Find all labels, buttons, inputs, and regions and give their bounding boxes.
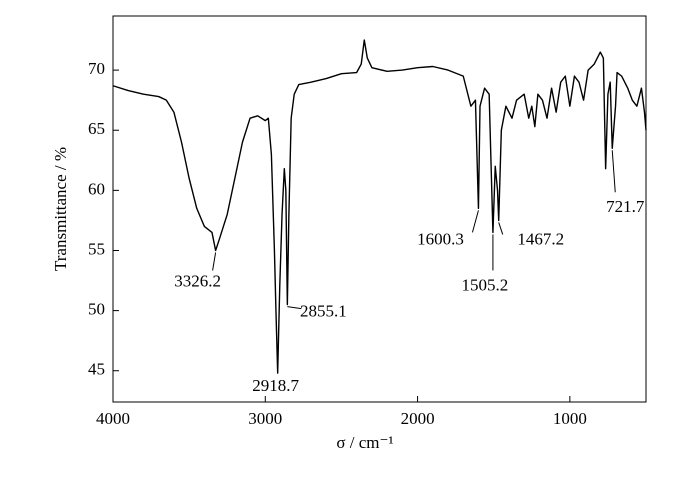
annotation-label: 1600.3: [417, 229, 464, 248]
annotation-leader: [287, 306, 302, 310]
annotation-label: 1505.2: [462, 275, 509, 294]
annotation-label: 3326.2: [174, 271, 221, 290]
y-tick-label: 65: [88, 119, 105, 138]
x-tick-label: 1000: [553, 409, 587, 428]
x-axis-label: σ / cm⁻¹: [336, 433, 393, 452]
annotation-leader: [471, 210, 479, 233]
annotation-leader: [212, 252, 217, 271]
y-tick-label: 70: [88, 59, 105, 78]
plot-frame: [112, 15, 647, 403]
annotation-label: 2855.1: [300, 302, 347, 321]
spectrum-line: [112, 39, 647, 374]
x-tick-label: 3000: [248, 409, 282, 428]
y-axis-label: Transmittance / %: [51, 147, 70, 271]
annotation-label: 721.7: [606, 197, 645, 216]
x-tick-label: 4000: [96, 409, 130, 428]
y-tick-label: 60: [88, 179, 105, 198]
annotation-leader: [498, 222, 504, 235]
y-tick-label: 55: [88, 239, 105, 258]
x-tick-label: 2000: [401, 409, 435, 428]
annotation-label: 2918.7: [252, 376, 299, 395]
annotation-label: 1467.2: [517, 229, 564, 248]
annotation-leader: [611, 150, 616, 193]
y-tick-label: 45: [88, 360, 105, 379]
y-tick-label: 50: [88, 300, 105, 319]
